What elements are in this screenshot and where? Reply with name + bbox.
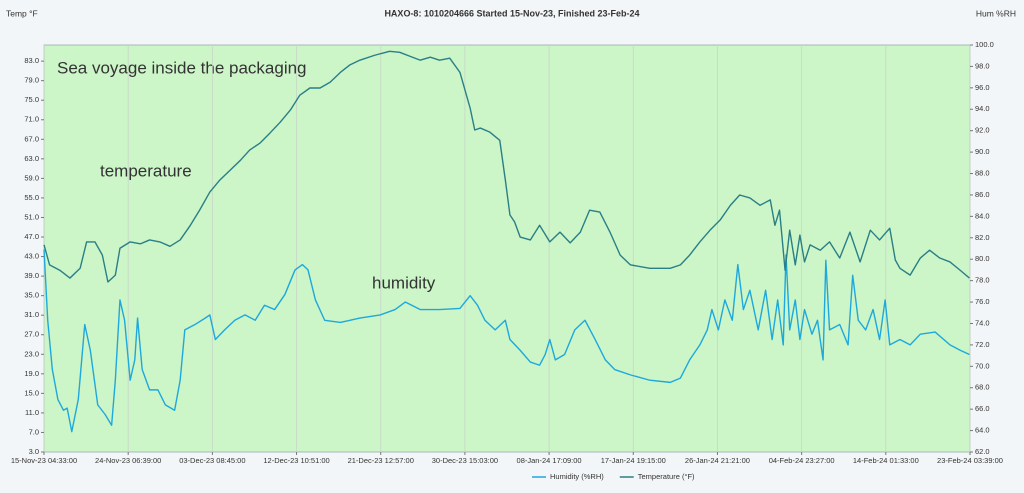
annotation: humidity	[372, 273, 436, 292]
y-tick-label: 59.0	[24, 173, 39, 182]
y-tick-label: 31.0	[24, 310, 39, 319]
y2-axis-label: Hum %RH	[976, 8, 1016, 18]
y2-tick-label: 90.0	[975, 147, 990, 156]
y2-tick-label: 84.0	[975, 211, 990, 220]
y-tick-label: 71.0	[24, 115, 39, 124]
y2-tick-label: 70.0	[975, 361, 990, 370]
x-tick-label: 14-Feb-24 01:33:00	[853, 456, 919, 465]
y-tick-label: 55.0	[24, 193, 39, 202]
y-tick-label: 27.0	[24, 330, 39, 339]
y-tick-label: 11.0	[25, 408, 39, 417]
y-tick-label: 23.0	[24, 349, 39, 358]
annotation: temperature	[100, 161, 192, 180]
legend-label: Temperature (°F)	[638, 472, 695, 481]
x-tick-label: 17-Jan-24 19:15:00	[601, 456, 666, 465]
y-tick-label: 15.0	[24, 388, 39, 397]
y-tick-label: 79.0	[24, 76, 39, 85]
y-tick-label: 75.0	[24, 95, 39, 104]
y-tick-label: 3.0	[29, 447, 39, 456]
y-tick-label: 19.0	[24, 369, 39, 378]
x-tick-label: 26-Jan-24 21:21:00	[685, 456, 750, 465]
x-tick-label: 30-Dec-23 15:03:00	[432, 456, 498, 465]
y-tick-label: 83.0	[24, 56, 39, 65]
y2-tick-label: 74.0	[975, 318, 990, 327]
x-tick-label: 15-Nov-23 04:33:00	[11, 456, 77, 465]
y2-tick-label: 62.0	[975, 447, 990, 456]
x-tick-label: 03-Dec-23 08:45:00	[179, 456, 245, 465]
x-tick-label: 24-Nov-23 06:39:00	[95, 456, 161, 465]
annotation: Sea voyage inside the packaging	[57, 58, 307, 77]
y2-tick-label: 86.0	[975, 190, 990, 199]
y2-tick-label: 92.0	[975, 126, 990, 135]
x-tick-label: 23-Feb-24 03:39:00	[937, 456, 1003, 465]
y-axis-label: Temp °F	[6, 8, 38, 18]
y2-tick-label: 100.0	[975, 40, 994, 49]
chart-title: HAXO-8: 1010204666 Started 15-Nov-23, Fi…	[384, 8, 639, 18]
legend-label: Humidity (%RH)	[550, 472, 604, 481]
y2-tick-label: 64.0	[975, 426, 990, 435]
y2-tick-label: 94.0	[975, 104, 990, 113]
y2-tick-label: 66.0	[975, 404, 990, 413]
y-tick-label: 7.0	[29, 427, 39, 436]
x-tick-label: 04-Feb-24 23:27:00	[769, 456, 835, 465]
x-tick-label: 08-Jan-24 17:09:00	[517, 456, 582, 465]
y-tick-label: 67.0	[24, 134, 39, 143]
y2-tick-label: 78.0	[975, 276, 990, 285]
x-tick-label: 21-Dec-23 12:57:00	[348, 456, 414, 465]
plot-area	[43, 44, 971, 453]
y-tick-label: 63.0	[24, 154, 39, 163]
y-tick-label: 35.0	[24, 291, 39, 300]
x-tick-label: 12-Dec-23 10:51:00	[263, 456, 329, 465]
data-line	[43, 50, 970, 283]
y2-tick-label: 98.0	[975, 61, 990, 70]
y2-tick-label: 96.0	[975, 83, 990, 92]
y-tick-label: 39.0	[24, 271, 39, 280]
y2-tick-label: 82.0	[975, 233, 990, 242]
y2-tick-label: 72.0	[975, 340, 990, 349]
y2-tick-label: 88.0	[975, 169, 990, 178]
data-line	[43, 249, 970, 433]
y2-tick-label: 68.0	[975, 383, 990, 392]
y-tick-label: 47.0	[24, 232, 39, 241]
y-tick-label: 43.0	[24, 252, 39, 261]
y2-tick-label: 80.0	[975, 254, 990, 263]
y-tick-label: 51.0	[24, 212, 39, 221]
y2-tick-label: 76.0	[975, 297, 990, 306]
